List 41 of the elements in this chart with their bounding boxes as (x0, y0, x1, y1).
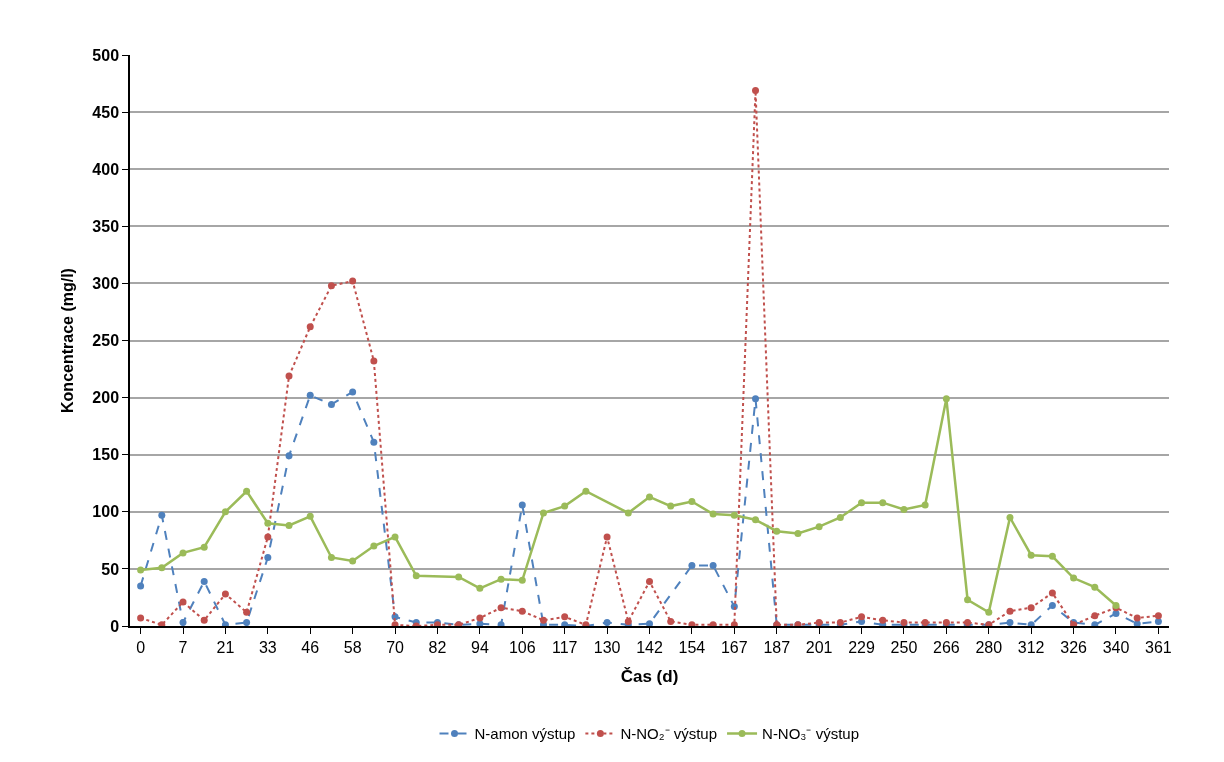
y-tick-label: 350 (92, 217, 120, 235)
x-tick-label: 201 (805, 638, 833, 656)
x-tick-label: 0 (136, 638, 146, 656)
x-tick-label: 142 (636, 638, 663, 656)
x-tick-label: 33 (258, 638, 277, 656)
x-tick-label: 94 (470, 638, 489, 656)
legend-label: N-NO₃⁻ výstup (762, 725, 860, 743)
y-tick-label: 300 (92, 275, 120, 292)
x-tick-label: 229 (848, 638, 875, 656)
legend-label: N-amon výstup (474, 725, 576, 743)
x-tick-label: 167 (720, 638, 748, 656)
x-tick-label: 340 (1102, 638, 1130, 656)
x-tick-label: 21 (216, 638, 235, 656)
y-tick-label: 450 (92, 103, 120, 121)
x-tick-label: 117 (551, 638, 578, 656)
y-tick-label: 500 (92, 46, 120, 64)
x-tick-label: 187 (763, 638, 791, 656)
y-tick-label: 50 (101, 560, 120, 578)
x-tick-label: 70 (386, 638, 405, 656)
x-tick-label: 46 (301, 638, 320, 656)
x-tick-label: 154 (678, 638, 706, 656)
x-tick-label: 266 (933, 638, 960, 656)
x-tick-label: 130 (593, 638, 621, 656)
x-axis-title: Čas (d) (620, 666, 679, 686)
y-axis-title: Koncentrace (mg/l) (58, 268, 76, 413)
x-tick-label: 312 (1017, 638, 1045, 656)
x-tick-label: 58 (343, 638, 362, 656)
x-tick-label: 82 (428, 638, 447, 656)
x-tick-label: 250 (890, 638, 918, 656)
y-tick-label: 0 (110, 617, 120, 635)
y-tick-label: 400 (92, 160, 120, 178)
y-tick-label: 200 (92, 389, 120, 407)
x-tick-label: 280 (975, 638, 1003, 656)
legend-label: N-NO₂⁻ výstup (620, 725, 718, 743)
y-tick-label: 150 (92, 446, 120, 464)
x-tick-label: 106 (508, 638, 536, 656)
y-tick-label: 100 (92, 503, 120, 521)
x-tick-label: 326 (1060, 638, 1088, 656)
x-tick-label: 7 (178, 638, 188, 656)
x-tick-label: 361 (1145, 638, 1172, 656)
y-tick-label: 250 (92, 332, 120, 350)
